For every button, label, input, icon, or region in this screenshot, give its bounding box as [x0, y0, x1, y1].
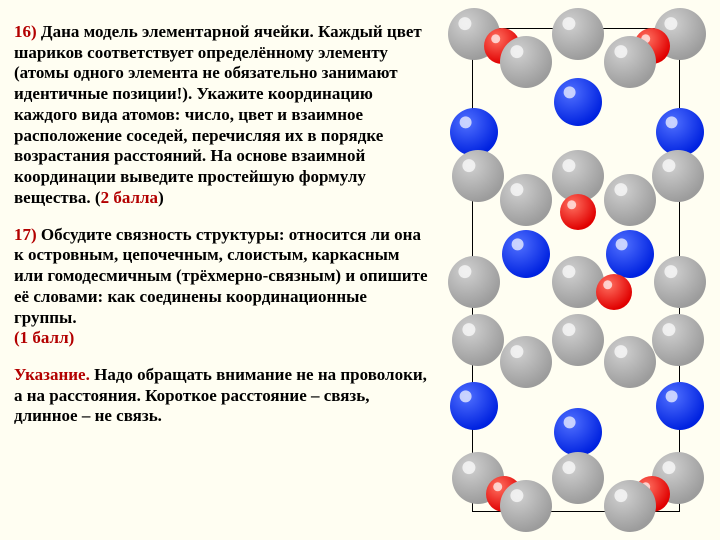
- gray-atom: [500, 36, 552, 88]
- q16-close: ): [158, 188, 164, 207]
- blue-atom: [502, 230, 550, 278]
- red-atom: [560, 194, 596, 230]
- blue-atom: [554, 78, 602, 126]
- q17-number: 17): [14, 225, 37, 244]
- gray-atom: [552, 256, 604, 308]
- red-atom: [596, 274, 632, 310]
- q17-body: Обсудите связность структуры: относится …: [14, 225, 428, 327]
- blue-atom: [554, 408, 602, 456]
- q16-body: Дана модель элементарной ячейки. Каждый …: [14, 22, 422, 207]
- gray-atom: [604, 336, 656, 388]
- gray-atom: [604, 480, 656, 532]
- gray-atom: [604, 174, 656, 226]
- gray-atom: [552, 314, 604, 366]
- atoms-svg: [442, 4, 714, 536]
- gray-atom: [452, 150, 504, 202]
- gray-atom: [552, 452, 604, 504]
- question-16: 16) Дана модель элементарной ячейки. Каж…: [14, 22, 432, 209]
- blue-atom: [450, 108, 498, 156]
- hint-label: Указание.: [14, 365, 90, 384]
- blue-atom: [656, 382, 704, 430]
- q16-number: 16): [14, 22, 37, 41]
- gray-atom: [654, 256, 706, 308]
- blue-atom: [606, 230, 654, 278]
- gray-atom: [652, 150, 704, 202]
- q16-score: 2 балла: [101, 188, 158, 207]
- gray-atom: [652, 314, 704, 366]
- unit-cell-figure: [442, 4, 714, 536]
- gray-atom: [500, 480, 552, 532]
- page: 16) Дана модель элементарной ячейки. Каж…: [0, 0, 720, 540]
- gray-atom: [448, 256, 500, 308]
- gray-atom: [604, 36, 656, 88]
- text-column: 16) Дана модель элементарной ячейки. Каж…: [0, 0, 440, 540]
- blue-atom: [450, 382, 498, 430]
- gray-atom: [500, 336, 552, 388]
- blue-atom: [656, 108, 704, 156]
- hint-block: Указание. Надо обращать внимание не на п…: [14, 365, 432, 427]
- question-17: 17) Обсудите связность структуры: относи…: [14, 225, 432, 349]
- q17-score: (1 балл): [14, 328, 74, 347]
- gray-atom: [552, 8, 604, 60]
- gray-atom: [452, 314, 504, 366]
- gray-atom: [500, 174, 552, 226]
